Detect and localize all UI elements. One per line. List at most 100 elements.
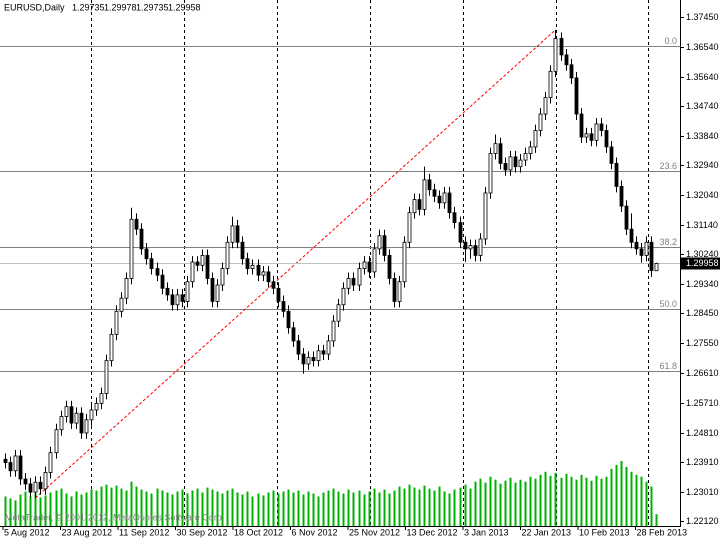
candle-body: [185, 281, 190, 302]
candle-body: [190, 261, 195, 283]
candle-body: [432, 189, 437, 197]
candle-body: [483, 192, 488, 240]
candle-body: [362, 261, 367, 269]
candle-body: [33, 481, 38, 493]
candle-body: [614, 162, 619, 187]
candle-body: [604, 130, 609, 148]
candle-body: [195, 261, 200, 266]
y-tick-label: 1.24810: [686, 428, 719, 438]
candle-body: [447, 192, 452, 214]
x-tick-label: 23 Aug 2012: [62, 527, 113, 537]
candle-body: [149, 258, 154, 269]
candle-body: [331, 320, 336, 342]
y-tick-label: 1.34740: [686, 101, 719, 111]
candle-body: [291, 327, 296, 342]
y-tick-label: 1.31140: [686, 220, 718, 230]
candle-body: [38, 481, 43, 490]
candle-body: [473, 245, 478, 256]
y-tick-label: 1.22120: [686, 516, 719, 526]
candle-body: [276, 287, 281, 302]
candle-body: [422, 179, 427, 210]
candle-body: [644, 241, 649, 256]
x-tick-label: 11 Sep 2012: [119, 527, 169, 537]
candle-body: [94, 402, 99, 411]
fib-label: 61.8: [659, 361, 677, 371]
candle-body: [281, 301, 286, 312]
candle-body: [124, 278, 129, 299]
open-value: 1.29735: [72, 2, 105, 12]
y-tick-label: 1.23010: [686, 487, 719, 497]
candle-body: [89, 409, 94, 421]
candle-body: [508, 156, 513, 171]
candle-body: [200, 255, 205, 266]
candle-body: [286, 310, 291, 329]
candle-body: [235, 225, 240, 243]
y-tick-label: 1.35640: [686, 72, 719, 82]
x-tick-label: 22 Jan 2013: [522, 527, 572, 537]
candle-body: [129, 218, 134, 279]
y-tick-label: 1.37450: [686, 12, 719, 22]
price-label: 1.29958: [686, 258, 719, 268]
fib-trendline: [34, 29, 556, 499]
candle-body: [367, 261, 372, 273]
candle-body: [639, 248, 644, 256]
y-tick-label: 1.33840: [686, 131, 719, 141]
symbol: EURUSD,Daily: [4, 2, 65, 12]
candle-body: [619, 186, 624, 207]
y-tick-label: 1.32940: [686, 160, 719, 170]
fib-label: 23.6: [659, 161, 677, 171]
candle-body: [468, 245, 473, 250]
candle-body: [316, 350, 321, 362]
candle-body: [548, 70, 553, 99]
candle-body: [417, 199, 422, 210]
candle-body: [250, 264, 255, 269]
candle-body: [3, 458, 8, 463]
candle-body: [528, 146, 533, 154]
candle-body: [654, 262, 659, 272]
fib-label: 50.0: [659, 299, 677, 309]
candle-body: [69, 406, 74, 424]
y-tick-label: 1.32040: [686, 190, 719, 200]
candle-body: [442, 192, 447, 204]
candle-body: [326, 340, 331, 355]
candle-body: [18, 455, 23, 480]
candle-body: [155, 268, 160, 276]
candle-body: [301, 353, 306, 365]
x-tick-label: 3 Jan 2013: [464, 527, 509, 537]
y-tick-label: 1.29340: [686, 279, 719, 289]
candle-body: [230, 225, 235, 243]
candle-body: [569, 64, 574, 79]
candle-body: [574, 77, 579, 115]
candle-body: [377, 235, 382, 250]
y-tick-label: 1.27550: [686, 338, 719, 348]
candle-body: [306, 356, 311, 365]
candle-body: [392, 278, 397, 302]
fib-label: 0.0: [664, 36, 677, 46]
candle-body: [271, 281, 276, 289]
y-tick-label: 1.30240: [686, 249, 719, 259]
candle-body: [13, 455, 18, 472]
candle-body: [357, 268, 362, 286]
candle-body: [488, 153, 493, 194]
candle-body: [23, 478, 28, 485]
y-tick-label: 1.23910: [686, 457, 719, 467]
x-tick-label: 5 Aug 2012: [4, 527, 50, 537]
candle-body: [139, 228, 144, 250]
candle-body: [43, 472, 48, 490]
candle-body: [261, 271, 266, 276]
y-tick-label: 1.26610: [686, 368, 719, 378]
candle-body: [387, 255, 392, 279]
candle-body: [594, 123, 599, 141]
candle-body: [559, 38, 564, 56]
candle-body: [175, 294, 180, 306]
candle-body: [584, 133, 589, 138]
candle-body: [79, 412, 84, 434]
candle-body: [564, 54, 569, 66]
candle-body: [523, 153, 528, 161]
candle-body: [518, 159, 523, 168]
candle-body: [170, 294, 175, 306]
candle-body: [225, 241, 230, 269]
candle-body: [458, 222, 463, 243]
candle-body: [215, 284, 220, 302]
candle-body: [74, 412, 79, 424]
